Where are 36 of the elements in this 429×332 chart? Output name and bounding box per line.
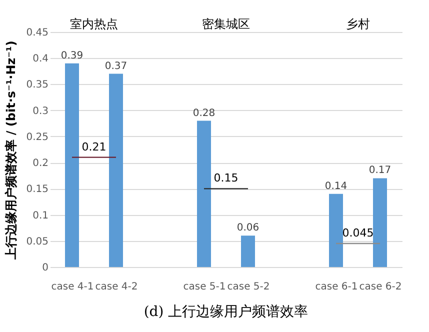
y-tick-label: 0.1: [32, 210, 48, 222]
text: 乡村: [346, 17, 370, 31]
x-tick-label: case 5-2: [227, 282, 270, 292]
bar: [241, 236, 255, 267]
y-tick-label: 0.2: [32, 158, 48, 170]
y-tick-label: 0.3: [32, 106, 48, 117]
bar: [109, 74, 123, 267]
annotation: 0.15: [214, 172, 238, 185]
annotation: 0.21: [82, 140, 106, 154]
y-tick-label: 0.35: [26, 80, 48, 91]
data-label: 0.39: [60, 50, 84, 62]
x-tick-label: case 6-1: [315, 282, 358, 292]
bar: [373, 178, 387, 267]
bar: [65, 63, 79, 267]
y-tick-label: 0.4: [32, 54, 48, 65]
x-tick-label: case 5-1: [183, 282, 226, 292]
data-label: 0.28: [192, 108, 216, 119]
data-label: 0.14: [324, 180, 348, 192]
text: 密集城区: [202, 17, 250, 31]
y-axis-title: 上行边缘用户频谱效率 / (bit·s⁻¹·Hz⁻¹): [4, 40, 18, 260]
data-label: 0.06: [236, 222, 260, 234]
data-label: 0.37: [104, 60, 128, 72]
data-label: 0.17: [368, 165, 392, 176]
y-tick-label: 0.05: [26, 236, 48, 248]
text: (d) 上行边缘用户频谱效率: [144, 304, 308, 320]
y-tick-label: 0: [42, 262, 48, 274]
y-tick-label: 0.25: [26, 132, 48, 143]
text: 室内热点: [70, 17, 118, 31]
x-tick-label: case 4-2: [95, 282, 138, 292]
bar: [197, 120, 211, 267]
y-tick-label: 0.45: [26, 28, 48, 38]
annotation: 0.045: [342, 226, 374, 240]
x-tick-label: case 4-1: [51, 282, 94, 292]
y-tick-label: 0.15: [26, 184, 48, 196]
x-tick-label: case 6-2: [359, 282, 402, 292]
bar: [329, 194, 343, 267]
